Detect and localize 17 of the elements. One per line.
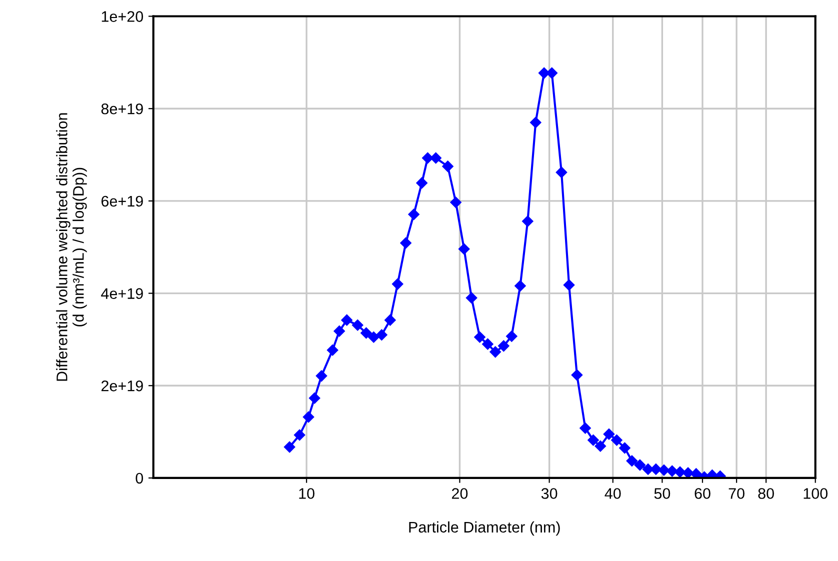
- x-tick-label: 70: [728, 488, 744, 499]
- x-tick-label: 40: [604, 488, 621, 499]
- y-tick-label: 4e+19: [101, 288, 143, 299]
- y-tick-label: 2e+19: [101, 380, 143, 392]
- y-tick-label: 1e+20: [102, 11, 144, 22]
- x-axis-title: Particle Diameter (nm): [409, 521, 560, 536]
- x-tick-label: 100: [804, 488, 828, 499]
- y-axis-title: Differential volume weighted distribution (d (nm³/mL) / d log(Dp)): [56, 113, 87, 381]
- x-tick-label: 80: [758, 488, 774, 499]
- y-tick-label: 8e+19: [101, 103, 143, 114]
- x-tick-label: 30: [541, 488, 558, 499]
- y-tick-label: 6e+19: [102, 196, 143, 207]
- x-tick-label: 20: [452, 488, 468, 499]
- x-tick-label: 10: [299, 488, 314, 499]
- x-tick-label: 60: [694, 488, 710, 499]
- x-tick-label: 50: [654, 488, 670, 499]
- y-tick-label: 0: [136, 472, 144, 484]
